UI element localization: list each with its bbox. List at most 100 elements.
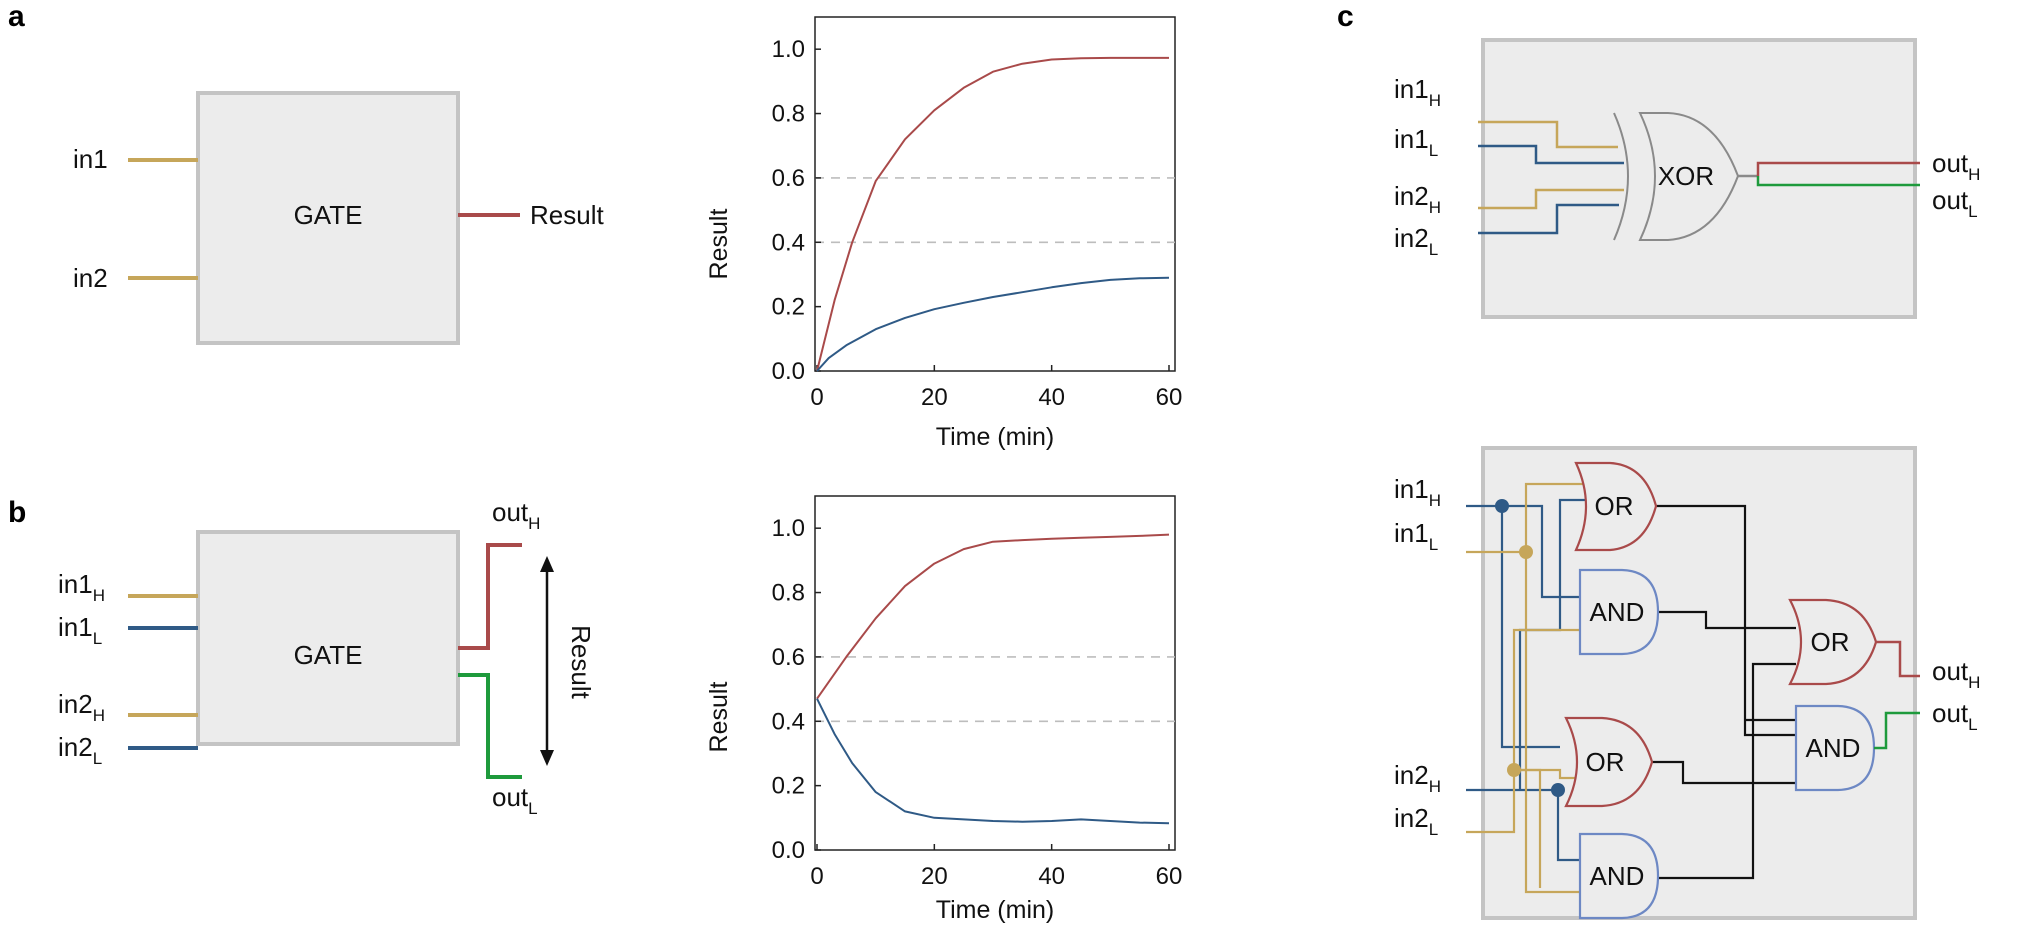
net-label-in1h: in1H [1394,474,1441,510]
chart-a-xtick-label: 20 [921,384,948,411]
label-out-l: outL [492,782,538,818]
panel-b-schematic: GATE in1H in1L in2H in2L outH outL Resul… [58,497,596,818]
chart-b-xtick-label: 20 [921,863,948,890]
label-result-b: Result [566,625,596,699]
or-gate-3: OR [1788,598,1878,686]
xor-label-in1h: in1H [1394,74,1441,110]
chart-b-series-line-2 [816,698,1170,825]
xor-gate-extra-arc [1613,112,1629,241]
label-in2l: in2L [58,732,102,768]
panel-label-b: b [8,496,26,529]
chart-a-ytick-label: 0.0 [772,358,805,385]
network-box [1481,446,1917,920]
xor-label-in2h: in2H [1394,181,1441,217]
chart-b-ytick-label: 0.4 [772,708,805,735]
chart-b-ytick-label: 0.8 [772,580,805,607]
and-gate-1: AND [1578,568,1660,656]
chart-a-ytick-label: 0.4 [772,229,805,256]
chart-a-ylabel: Result [705,209,733,280]
label-in1l: in1L [58,612,102,648]
or-gate-1-label: OR [1595,491,1634,521]
xor-wire-in2l [1478,203,1619,235]
xor-wire-in2h [1478,188,1624,210]
xor-gate-shape [1638,112,1740,241]
chart-b-ytick-label: 0.0 [772,837,805,864]
wire-out-l [458,673,522,779]
panel-c-gate-network: in1H in1L in2H in2L outH outL [1394,446,1980,920]
chart-a-series-line-2 [816,276,1170,372]
net-wires-in2h [1466,628,1588,888]
chart-a-frame [814,16,1176,372]
gate-box-a [196,91,460,345]
chart-b-series-line-1 [816,533,1170,700]
net-label-in2l: in2L [1394,803,1438,839]
chart-a-xlabel: Time (min) [936,423,1055,451]
label-in2h: in2H [58,689,105,725]
xor-gate-label: XOR [1658,161,1714,191]
panel-label-a: a [8,0,25,33]
or-gate-1: OR [1574,461,1658,552]
junction-dot-in1l [1519,545,1533,559]
chart-b-xtick-label: 60 [1156,863,1183,890]
chart-a-ytick-label: 0.6 [772,165,805,192]
chart-b-ytick-label: 0.6 [772,644,805,671]
junction-dot-in1h [1495,499,1509,513]
xor-wire-in1l [1478,144,1624,165]
net-label-in2h: in2H [1394,760,1441,796]
panel-label-c: c [1337,0,1354,33]
xor-wire-out-h [1756,161,1920,176]
chart-a-ytick-label: 0.2 [772,294,805,321]
chart-b-ytick-label: 1.0 [772,515,805,542]
label-in2: in2 [73,263,108,293]
chart-a-xtick-label: 40 [1038,384,1065,411]
or-gate-2: OR [1564,716,1654,808]
label-out-h: outH [492,497,540,533]
result-double-arrow [540,556,554,766]
label-result: Result [530,200,604,230]
or-gate-3-label: OR [1811,627,1850,657]
label-in1: in1 [73,144,108,174]
label-in1h: in1H [58,569,105,605]
xor-label-out-h: outH [1932,148,1980,184]
chart-b-xlabel: Time (min) [936,896,1055,924]
chart-a: 0.0 0.2 0.4 0.6 0.8 1.0 0 20 40 60 Time (min) Re… [705,16,1183,451]
net-label-out-l: outL [1932,698,1978,734]
chart-b-xtick-label: 40 [1038,863,1065,890]
chart-b-frame [814,495,1176,851]
chart-a-ytick-label: 1.0 [772,36,805,63]
chart-b-ylabel: Result [705,682,733,753]
wire-out-h [458,543,522,650]
panel-a-schematic: GATE in1 in2 Result [73,91,604,345]
chart-b-xtick-label: 0 [810,863,823,890]
junction-dot-in2h [1507,763,1521,777]
chart-a-xtick-label: 60 [1156,384,1183,411]
xor-label-out-l: outL [1932,185,1978,221]
gate-box-b [196,530,460,746]
gate-label-a: GATE [294,200,363,230]
net-wires-in1l [1466,482,1586,894]
and-gate-3: AND [1794,704,1876,792]
and-gate-2: AND [1578,832,1660,920]
xor-wire-in1h [1478,120,1618,149]
or-gate-2-label: OR [1586,747,1625,777]
chart-a-xtick-label: 0 [810,384,823,411]
chart-a-ytick-label: 0.8 [772,101,805,128]
gate-label-b: GATE [294,640,363,670]
net-label-out-h: outH [1932,656,1980,692]
xor-label-in1l: in1L [1394,124,1438,160]
net-wires-internal [1652,504,1796,880]
chart-b-ytick-label: 0.2 [772,773,805,800]
xor-label-in2l: in2L [1394,223,1438,259]
and-gate-2-label: AND [1590,861,1645,891]
net-label-in1l: in1L [1394,518,1438,554]
and-gate-1-label: AND [1590,597,1645,627]
junction-dot-in2l [1551,783,1565,797]
chart-b: 0.0 0.2 0.4 0.6 0.8 1.0 0 20 40 60 Time (min) Re… [705,495,1183,924]
and-gate-3-label: AND [1806,733,1861,763]
panel-c-xor-circuit: in1H in1L in2H in2L XOR outH outL [1394,38,1980,319]
xor-wire-out-l [1756,176,1920,187]
net-wire-out-h [1876,640,1920,678]
net-wire-out-l [1874,711,1920,750]
chart-a-series-line-1 [816,56,1169,372]
